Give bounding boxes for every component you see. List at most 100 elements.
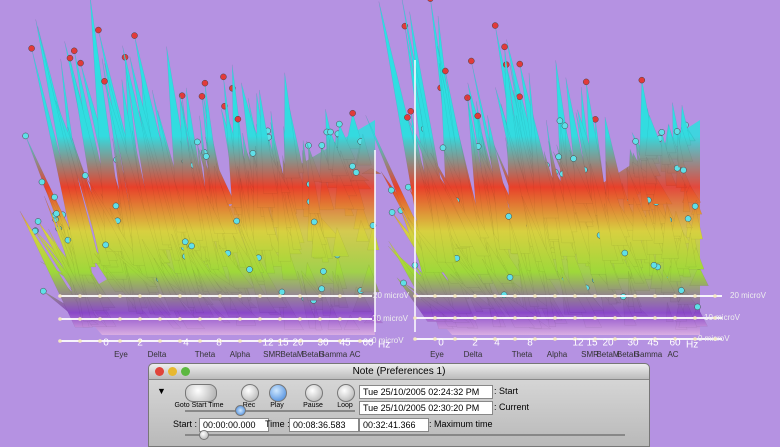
- band-label: Theta: [195, 350, 216, 359]
- spike: [218, 244, 254, 289]
- level-label: 10 microV: [704, 313, 741, 322]
- peak-marker: [680, 166, 687, 174]
- play-button[interactable]: [269, 384, 287, 402]
- spike: [321, 288, 334, 316]
- spike: [661, 268, 676, 294]
- spike: [645, 156, 658, 185]
- peak-marker: [320, 268, 327, 275]
- band-label: Eye: [114, 350, 128, 359]
- peak-marker: [203, 153, 210, 160]
- spike: [281, 291, 304, 331]
- level-node: [338, 317, 342, 321]
- peak-marker: [349, 162, 356, 170]
- freq-tick-label: 20: [292, 338, 304, 349]
- peak-marker: [220, 73, 227, 81]
- spike: [450, 274, 495, 309]
- level-node: [433, 337, 437, 341]
- close-button[interactable]: [155, 367, 164, 376]
- level-node: [713, 316, 717, 320]
- level-node: [473, 294, 477, 298]
- peak-marker: [638, 76, 646, 84]
- peak-marker: [388, 209, 396, 216]
- band-label: BetaM: [596, 350, 619, 359]
- spike: [676, 131, 685, 168]
- peak-marker: [427, 0, 434, 2]
- peak-marker: [349, 109, 356, 117]
- band-label: Delta: [148, 350, 167, 359]
- level-node: [613, 294, 617, 298]
- peak-marker: [400, 279, 407, 287]
- level-node: [238, 294, 242, 298]
- goto-start-button[interactable]: [185, 384, 217, 402]
- level-node: [513, 337, 517, 341]
- spike: [418, 259, 445, 318]
- peak-marker: [464, 94, 471, 101]
- spike: [523, 226, 547, 295]
- start-time-field[interactable]: 00:00:00.000: [199, 418, 269, 432]
- spike: [352, 289, 373, 313]
- time-label: Time :: [265, 419, 290, 429]
- note-window: Note (Preferences 1) ▼ Goto Start Time R…: [148, 363, 650, 447]
- band-label: AC: [349, 350, 360, 359]
- level-node: [513, 294, 517, 298]
- level-node: [553, 294, 557, 298]
- level-node: [178, 339, 182, 343]
- spike: [214, 165, 238, 234]
- peak-marker: [178, 92, 186, 99]
- time-field[interactable]: 00:08:36.583: [289, 418, 359, 432]
- disclosure[interactable]: ▼: [157, 386, 166, 396]
- freq-tick-label: 45: [647, 338, 659, 349]
- peak-marker: [70, 47, 78, 55]
- spike: [223, 76, 242, 208]
- spike: [327, 303, 343, 330]
- freq-tick-label: 30: [627, 338, 639, 349]
- peak-marker: [632, 138, 639, 145]
- button-label: Loop: [337, 402, 353, 409]
- pause-button[interactable]: [305, 384, 323, 402]
- spike: [645, 115, 666, 156]
- freq-tick-label: 0: [438, 338, 444, 349]
- level-node: [138, 294, 142, 298]
- minimize-button[interactable]: [168, 367, 177, 376]
- spike: [284, 72, 300, 179]
- spike: [487, 115, 519, 250]
- spike: [455, 243, 506, 317]
- level-node: [653, 316, 657, 320]
- level-node: [338, 339, 342, 343]
- button-label: Play: [270, 402, 284, 409]
- spike: [575, 112, 603, 216]
- spike: [672, 102, 682, 147]
- peak-marker: [388, 186, 395, 194]
- level-node: [473, 337, 477, 341]
- peak-marker: [684, 215, 692, 222]
- max-time-field[interactable]: 00:32:41.366: [359, 418, 429, 432]
- band-label: Alpha: [547, 350, 568, 359]
- level-node: [158, 339, 162, 343]
- spike: [650, 264, 665, 289]
- spectral-surface: [19, 0, 709, 335]
- level-node: [433, 294, 437, 298]
- level-node: [713, 337, 717, 341]
- peak-marker: [691, 203, 699, 210]
- spike: [249, 269, 277, 313]
- level-node: [258, 294, 262, 298]
- level-node: [633, 316, 637, 320]
- current-date-field[interactable]: Tue 25/10/2005 02:30:20 PM: [359, 401, 493, 415]
- rec-button[interactable]: [241, 384, 259, 402]
- loop-button[interactable]: [337, 384, 355, 402]
- time-thumb[interactable]: [199, 430, 209, 440]
- freq-unit: Hz: [378, 340, 390, 351]
- zoom-button[interactable]: [181, 367, 190, 376]
- slider-thumb[interactable]: [235, 405, 246, 416]
- level-node: [278, 339, 282, 343]
- button-label: Pause: [303, 402, 323, 409]
- peak-marker: [112, 202, 120, 210]
- start-date-field[interactable]: Tue 25/10/2005 02:24:32 PM: [359, 385, 493, 399]
- peak-marker: [570, 155, 577, 162]
- level-node: [573, 337, 577, 341]
- level-label: 10 microV: [372, 314, 409, 323]
- freq-tick-label: 8: [527, 338, 533, 349]
- spike: [236, 220, 265, 282]
- peak-marker: [491, 22, 499, 29]
